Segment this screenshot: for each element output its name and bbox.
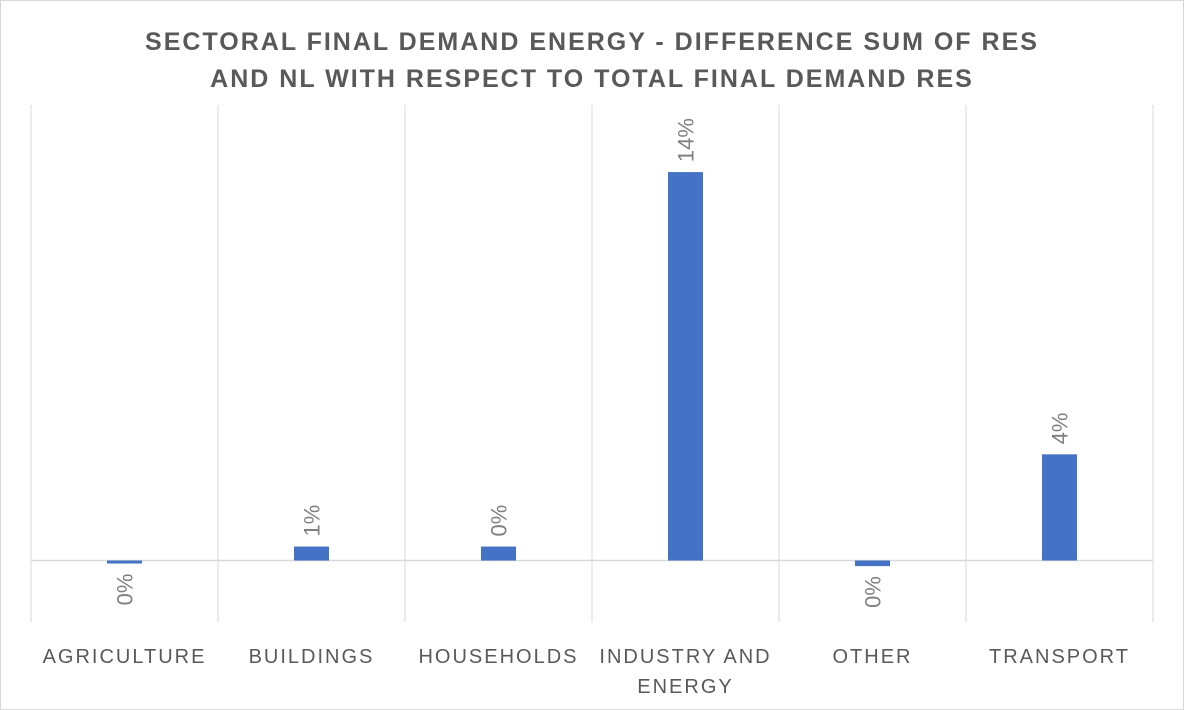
data-label: 0% [861,576,886,608]
category-label: BUILDINGS [249,646,375,668]
data-label: 1% [300,505,325,537]
data-label: 0% [487,505,512,537]
chart-title: SECTORAL FINAL DEMAND ENERGY - DIFFERENC… [0,24,1184,98]
bar [668,172,703,561]
category-label: AGRICULTURE [43,646,207,668]
category-label: HOUSEHOLDS [418,646,578,668]
data-label: 14% [674,118,699,162]
category-label: TRANSPORT [989,646,1130,668]
chart-title-line-1: SECTORAL FINAL DEMAND ENERGY - DIFFERENC… [145,28,1039,56]
bar [294,546,329,561]
bar [1042,454,1077,561]
data-label: 0% [113,574,138,606]
bar [107,560,142,564]
chart-title-line-2: AND NL WITH RESPECT TO TOTAL FINAL DEMAN… [210,65,974,93]
bar [855,560,890,567]
category-label: OTHER [833,646,913,668]
category-label: INDUSTRY AND [599,646,771,668]
bar [481,546,516,561]
data-label: 4% [1048,413,1073,445]
category-label: ENERGY [637,676,733,698]
